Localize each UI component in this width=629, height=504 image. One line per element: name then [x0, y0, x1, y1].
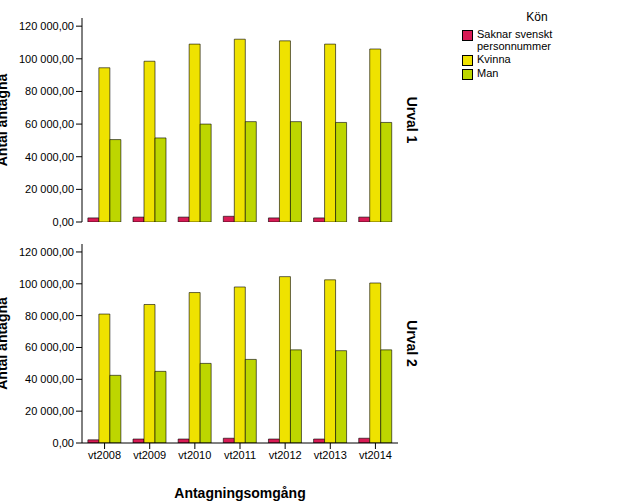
svg-text:80 000,00: 80 000,00 [25, 85, 74, 97]
svg-text:vt2010: vt2010 [178, 449, 211, 461]
svg-text:vt2014: vt2014 [359, 449, 392, 461]
svg-text:Antal antagna: Antal antagna [8, 74, 10, 167]
svg-text:120 000,00: 120 000,00 [19, 20, 74, 32]
svg-text:Urval 1: Urval 1 [404, 97, 420, 144]
html-text:Kvinna: Kvinna [477, 53, 511, 65]
svg-text:Urval 2: Urval 2 [404, 320, 420, 367]
svg-text:vt2012: vt2012 [269, 449, 302, 461]
svg-text:Antagningsomgång: Antagningsomgång [174, 485, 305, 501]
html-text:Man: Man [477, 67, 499, 79]
svg-text:0,00: 0,00 [53, 216, 74, 228]
svg-text:vt2013: vt2013 [314, 449, 347, 461]
svg-text:40 000,00: 40 000,00 [25, 151, 74, 163]
svg-text:Antal antagna: Antal antagna [8, 297, 10, 390]
html-text:Saknar svenskt personnummer: Saknar svenskt personnummer [477, 28, 553, 52]
svg-text:60 000,00: 60 000,00 [25, 341, 74, 353]
svg-text:120 000,00: 120 000,00 [19, 246, 74, 258]
svg-text:40 000,00: 40 000,00 [25, 373, 74, 385]
html-text:Kön: Kön [526, 10, 548, 24]
svg-text:20 000,00: 20 000,00 [25, 405, 74, 417]
svg-text:vt2009: vt2009 [133, 449, 166, 461]
svg-text:100 000,00: 100 000,00 [19, 278, 74, 290]
svg-text:vt2008: vt2008 [88, 449, 121, 461]
svg-text:80 000,00: 80 000,00 [25, 310, 74, 322]
svg-text:100 000,00: 100 000,00 [19, 53, 74, 65]
svg-text:vt2011: vt2011 [224, 449, 256, 461]
svg-text:60 000,00: 60 000,00 [25, 118, 74, 130]
svg-text:20 000,00: 20 000,00 [25, 183, 74, 195]
svg-text:0,00: 0,00 [53, 437, 74, 449]
